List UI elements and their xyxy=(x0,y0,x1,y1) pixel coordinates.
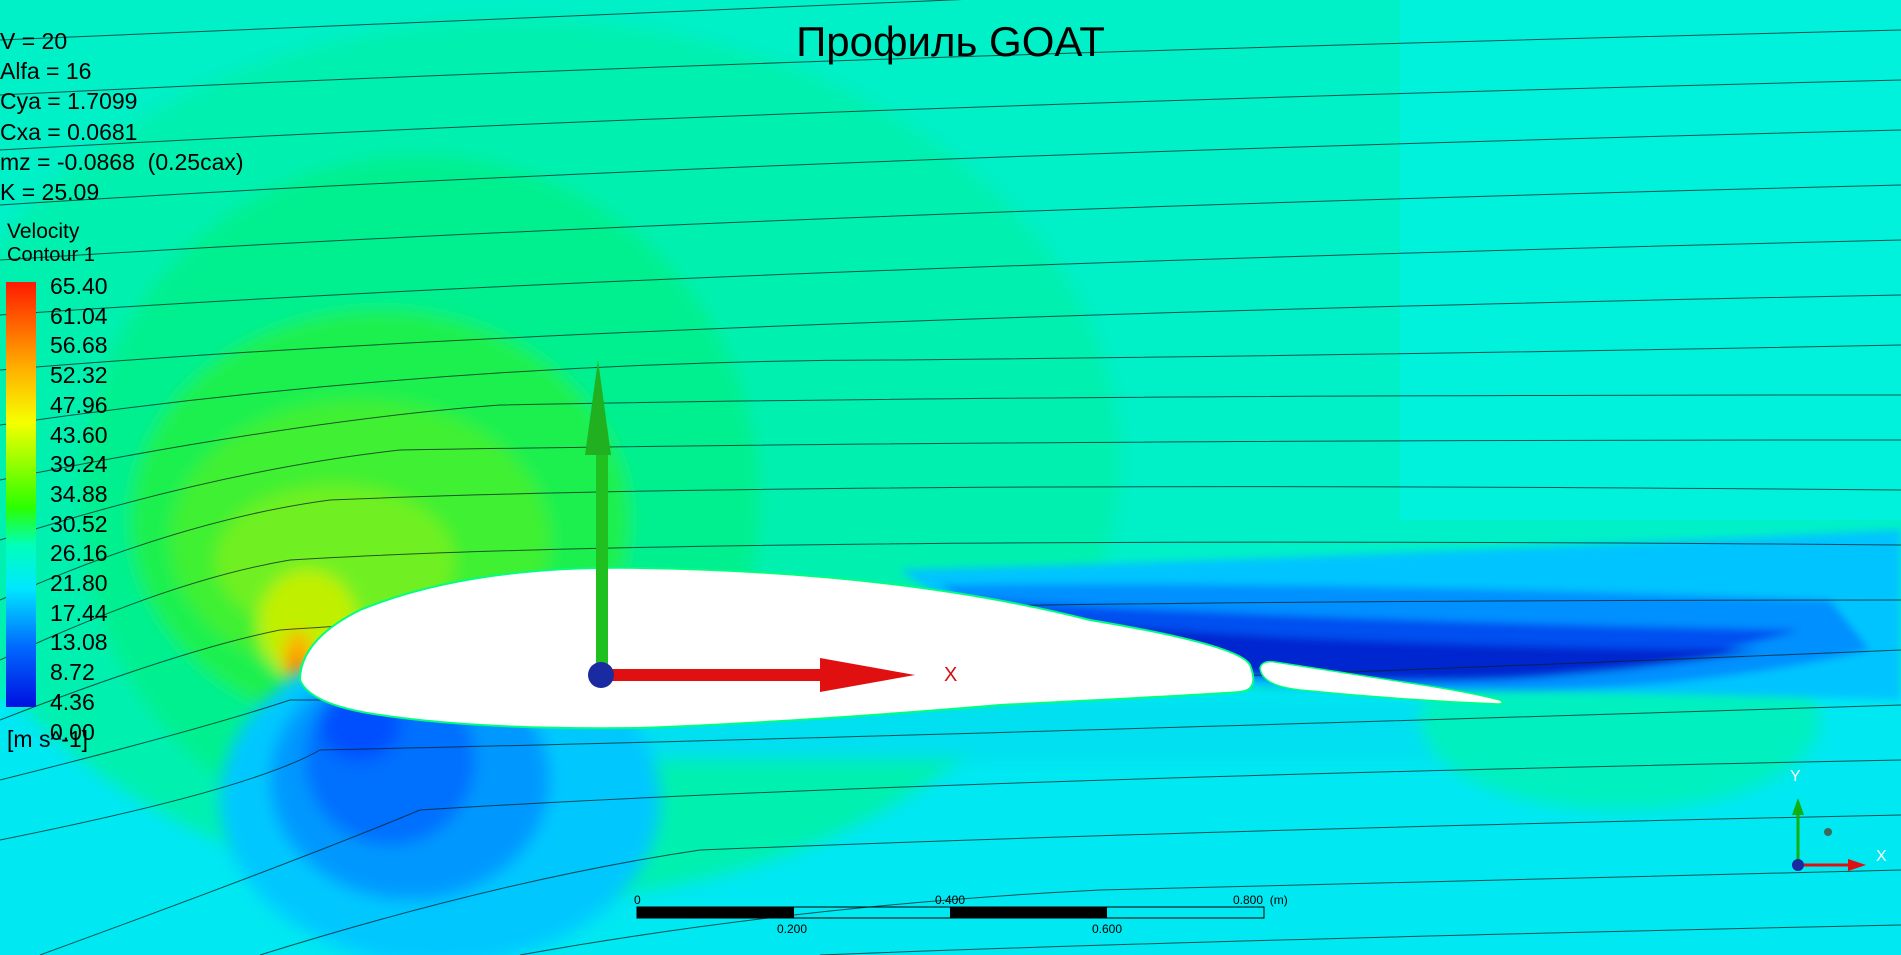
legend-contour-name: Contour 1 xyxy=(7,244,95,266)
parameters-panel: V = 20 Alfa = 16 Cya = 1.7099 Cxa = 0.06… xyxy=(0,26,244,207)
legend-color-bar xyxy=(6,282,36,707)
legend-level: 4.36 xyxy=(50,688,95,715)
param-drag-coefficient: Cxa = 0.0681 xyxy=(0,118,138,145)
scale-label-0800: 0.800 (m) xyxy=(1233,893,1288,907)
legend-level: 47.96 xyxy=(50,391,108,418)
legend-level: 0.00 xyxy=(50,718,95,745)
legend-level: 21.80 xyxy=(50,570,108,597)
lift-arrow xyxy=(585,360,611,678)
triad-x-label: X xyxy=(1876,848,1887,865)
upper-right-region xyxy=(1400,0,1901,520)
param-velocity: V = 20 xyxy=(0,28,68,54)
scale-label-0400: 0.400 xyxy=(935,893,966,907)
legend-level: 26.16 xyxy=(50,540,108,567)
axis-triad xyxy=(1792,798,1866,871)
airfoil-flap xyxy=(1259,660,1503,705)
scale-label-0: 0 xyxy=(634,893,641,907)
triad-y-label: Y xyxy=(1790,768,1801,785)
param-moment-coefficient: mz = -0.0868 (0.25cax) xyxy=(0,148,244,175)
param-lift-drag-ratio: K = 25.09 xyxy=(0,179,100,206)
legend-level: 52.32 xyxy=(50,362,108,389)
plot-title: Профиль GOAT xyxy=(796,18,1105,65)
legend-level: 56.68 xyxy=(50,332,108,359)
airfoil-main-element xyxy=(298,566,1255,730)
param-lift-coefficient: Cya = 1.7099 xyxy=(0,88,138,115)
legend-level: 13.08 xyxy=(50,629,108,656)
arrow-origin-marker xyxy=(588,662,614,688)
legend-level: 8.72 xyxy=(50,659,95,686)
legend-level: 17.44 xyxy=(50,599,108,626)
legend-labels: 65.40 61.04 56.68 52.32 47.96 43.60 39.2… xyxy=(50,272,108,747)
scale-label-0200: 0.200 xyxy=(777,922,808,936)
legend-level: 39.24 xyxy=(50,451,108,478)
legend-variable: Velocity xyxy=(7,220,80,243)
drag-arrow xyxy=(605,658,915,692)
drag-axis-label: X xyxy=(944,664,958,686)
legend-level: 30.52 xyxy=(50,510,108,537)
legend-level: 34.88 xyxy=(50,480,108,507)
legend-unit: [m s^-1] xyxy=(7,726,89,752)
param-alpha: Alfa = 16 xyxy=(0,58,92,85)
legend-level: 65.40 xyxy=(50,273,108,299)
scale-label-0600: 0.600 xyxy=(1092,922,1123,936)
legend-level: 61.04 xyxy=(50,302,108,329)
scale-bar xyxy=(636,906,1265,919)
legend-level: 43.60 xyxy=(50,421,108,448)
